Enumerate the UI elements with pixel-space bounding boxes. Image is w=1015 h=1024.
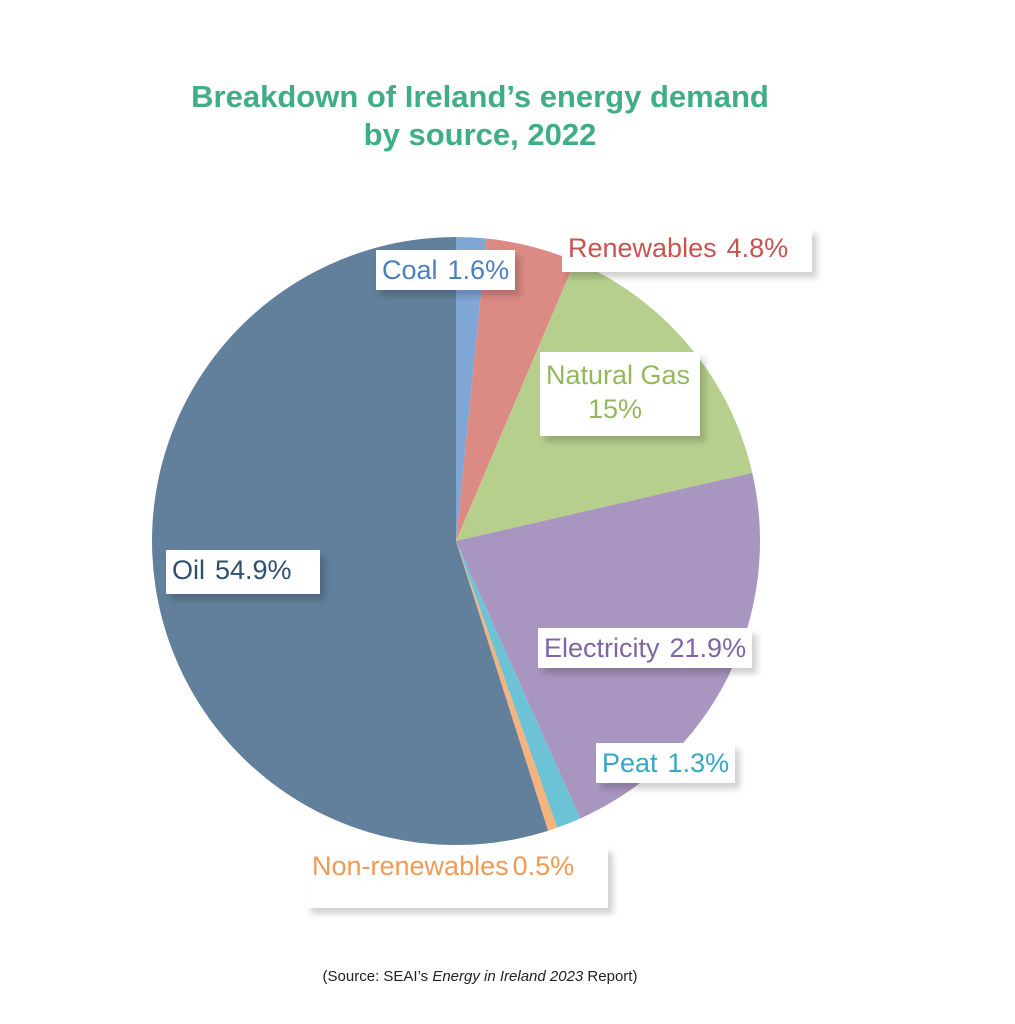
label-value-renewables: 4.8% (726, 233, 789, 263)
label-name-non-renewables: Non-renewables (312, 851, 509, 881)
label-value-electricity: 21.9% (669, 633, 747, 663)
pie-slice-renewables (456, 238, 575, 541)
label-non-renewables: Non-renewables 0.5% (306, 846, 609, 908)
label-peat: Peat 1.3% (596, 743, 736, 783)
label-natural-gas: Natural Gas 15% (540, 352, 701, 436)
label-renewables: Renewables 4.8% (562, 228, 813, 272)
label-value-coal: 1.6% (447, 255, 510, 285)
label-name-coal: Coal (382, 255, 438, 285)
source-prefix: (Source: SEAI’s (322, 968, 433, 985)
label-value-oil: 54.9% (215, 555, 292, 585)
pie-slice-peat (456, 541, 581, 828)
label-coal: Coal 1.6% (376, 250, 516, 290)
chart-title: Breakdown of Ireland’s energy demand by … (0, 78, 960, 154)
label-electricity: Electricity 21.9% (538, 628, 753, 668)
label-value-non-renewables: 0.5% (512, 851, 575, 881)
label-oil: Oil 54.9% (166, 550, 320, 594)
chart-title-line1: Breakdown of Ireland’s energy demand (191, 79, 769, 114)
pie-slice-coal (456, 236, 487, 541)
label-name-electricity: Electricity (544, 633, 660, 663)
source-title: Energy in Ireland 2023 (432, 968, 584, 985)
label-value-peat: 1.3% (667, 748, 730, 778)
label-name-renewables: Renewables (568, 233, 717, 263)
label-name-natural-gas: Natural Gas (546, 360, 691, 390)
label-name-peat: Peat (602, 748, 658, 778)
label-name-oil: Oil (172, 555, 205, 585)
source-suffix: Report) (583, 968, 638, 985)
pie-slice-non-renewables (456, 541, 558, 831)
label-value-natural-gas: 15% (588, 394, 643, 424)
pie-slice-oil (152, 237, 549, 846)
source-note: (Source: SEAI’s Energy in Ireland 2023 R… (0, 968, 960, 985)
chart-title-line2: by source, 2022 (363, 117, 597, 152)
